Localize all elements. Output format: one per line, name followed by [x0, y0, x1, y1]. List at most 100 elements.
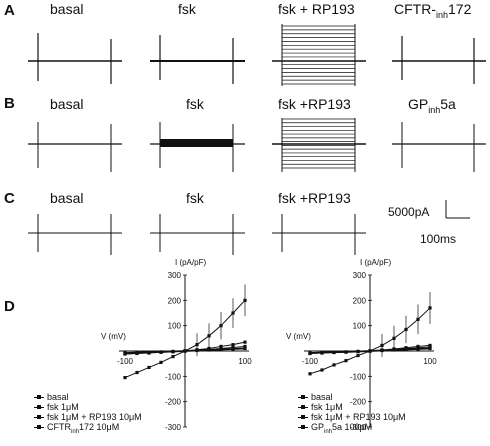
data-point	[231, 311, 235, 315]
legend-marker	[298, 405, 308, 410]
data-point	[428, 306, 432, 310]
legend-marker	[34, 395, 44, 400]
data-point	[416, 317, 420, 321]
data-point	[344, 350, 348, 354]
title-c-basal: basal	[50, 190, 84, 206]
y-tick-label: -100	[350, 372, 367, 381]
data-point	[356, 349, 360, 354]
scale-bar	[445, 200, 470, 219]
data-point	[392, 336, 396, 340]
x-axis-label: V (mV)	[101, 332, 126, 341]
legend-item-fsk-rp193: fsk 1μM + RP193 10μM	[34, 412, 142, 422]
data-point	[135, 351, 139, 355]
legend-item-fsk: fsk 1μM	[34, 402, 142, 412]
legend-item-basal: basal	[298, 392, 406, 402]
data-point	[392, 347, 396, 352]
legend-item-fsk: fsk 1μM	[298, 402, 406, 412]
data-point	[332, 363, 336, 367]
traces-row-b	[28, 118, 486, 172]
data-point	[368, 349, 372, 353]
data-point	[147, 350, 151, 354]
data-point	[243, 298, 247, 302]
trace-a-basal	[28, 33, 122, 84]
y-axis-label: I (pA/pF)	[175, 258, 206, 267]
title-a-fsk: fsk	[178, 1, 196, 17]
traces-row-c	[28, 214, 366, 255]
data-point	[320, 368, 324, 372]
panel-label-b: B	[4, 95, 15, 112]
data-point	[428, 345, 432, 349]
title-b-fsk: fsk	[186, 96, 204, 112]
y-axis-label: I (pA/pF)	[360, 258, 391, 267]
legend-item-basal: basal	[34, 392, 142, 402]
x-tick-label: -100	[117, 357, 134, 366]
data-point	[416, 346, 420, 350]
data-point	[171, 349, 175, 354]
traces-row-a	[28, 24, 486, 86]
y-tick-label: 200	[168, 296, 182, 305]
data-point	[207, 334, 211, 338]
title-a-fsk-rp193: fsk + RP193	[278, 1, 355, 17]
trace-b-fsk	[150, 122, 245, 172]
data-point	[332, 350, 336, 354]
iv-plot-right: 300 200 100 -100 -200 -300 -100 100 I (pA/pF) V (…	[286, 258, 437, 432]
x-tick-label: 100	[423, 357, 437, 366]
x-tick-label: 100	[238, 357, 252, 366]
title-c-fsk: fsk	[186, 190, 204, 206]
y-tick-label: 300	[353, 271, 367, 280]
title-a-cftr-inh172: CFTR-inh172	[394, 1, 472, 20]
panel-label-d: D	[4, 298, 15, 315]
data-point	[147, 365, 151, 370]
y-tick-label: 200	[353, 296, 367, 305]
data-point	[159, 350, 163, 354]
legend-right: basal fsk 1μM fsk 1μM + RP193 10μM GPinh…	[298, 392, 406, 437]
title-b-basal: basal	[50, 96, 84, 112]
iv-plot-left: 300 200 100 -100 -200 -300 -100 100 I (pA/pF) V (…	[101, 258, 252, 432]
data-point	[243, 344, 247, 349]
legend-item-cftr-inh172: CFTRinh172 10μM	[34, 422, 142, 437]
trace-b-gp-inh5a	[392, 122, 486, 172]
legend-marker	[298, 425, 308, 430]
data-point	[380, 348, 384, 352]
data-point	[195, 343, 199, 347]
trace-c-fsk	[150, 214, 245, 255]
y-tick-label: -200	[165, 398, 182, 407]
trace-a-fsk	[150, 35, 245, 84]
y-tick-label: -300	[350, 423, 367, 432]
data-point	[320, 351, 324, 355]
legend-marker	[34, 415, 44, 420]
data-point	[135, 370, 139, 375]
data-point	[219, 324, 223, 328]
data-point	[207, 347, 211, 352]
y-tick-label: 300	[168, 271, 182, 280]
data-point	[123, 351, 127, 355]
data-point	[231, 343, 235, 347]
data-point	[243, 346, 247, 351]
data-point	[183, 349, 187, 353]
data-point	[123, 376, 127, 380]
data-point	[308, 351, 312, 355]
x-tick-label: -100	[302, 357, 319, 366]
data-point	[159, 360, 163, 364]
data-point	[219, 346, 223, 351]
legend-left: basal fsk 1μM fsk 1μM + RP193 10μM CFTRi…	[34, 392, 142, 437]
y-tick-label: 100	[353, 322, 367, 331]
data-point	[219, 344, 223, 349]
legend-marker	[298, 415, 308, 420]
panel-label-c: C	[4, 190, 15, 207]
scale-bar-current-label: 5000pA	[388, 205, 430, 219]
trace-b-basal	[28, 122, 122, 172]
data-point	[243, 340, 247, 344]
data-point	[231, 345, 235, 350]
legend-marker	[298, 395, 308, 400]
legend-item-gp-inh5a: GPinh5a 100pM	[298, 422, 406, 437]
title-b-fsk-rp193: fsk +RP193	[278, 96, 351, 112]
trace-c-basal	[28, 214, 122, 255]
data-point	[171, 354, 175, 359]
y-tick-label: -100	[165, 372, 182, 381]
y-tick-label: 100	[168, 322, 182, 331]
trace-a-fsk-rp193	[272, 24, 366, 86]
title-b-gp-inh5a: GPinh5a	[408, 96, 456, 115]
